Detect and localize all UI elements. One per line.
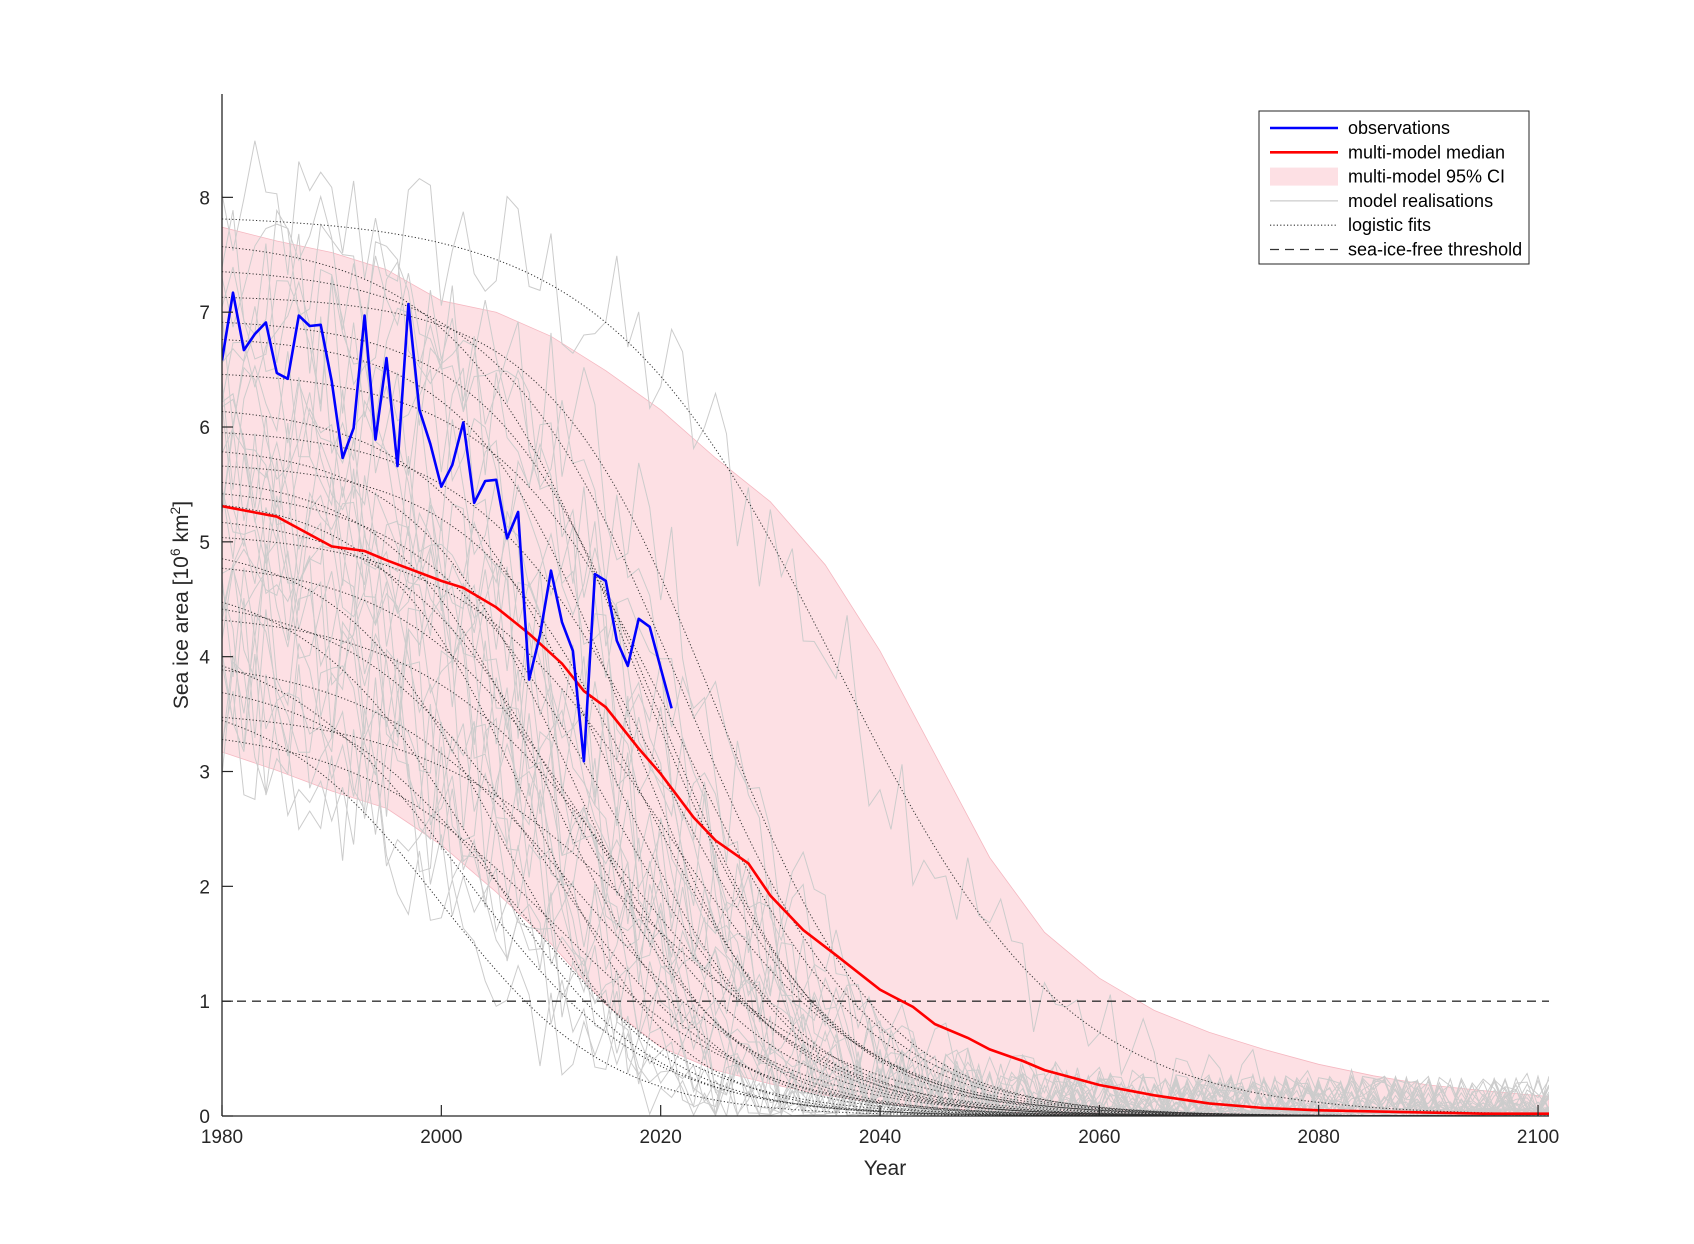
x-tick-label: 2060 [1078,1127,1120,1148]
y-tick-label: 1 [199,992,210,1013]
legend: observations multi-model median multi-mode… [1258,110,1530,265]
logistic-fit-line [222,521,1549,1116]
legend-box [1258,110,1530,265]
logistic-fit-line [222,481,1549,1116]
y-tick-label: 3 [199,763,210,784]
x-tick-label: 2080 [1298,1127,1340,1148]
y-tick-label: 2 [199,877,210,898]
model-realisation-line [222,366,1549,1116]
observations-line [222,291,673,763]
x-tick-label: 2040 [859,1127,901,1148]
ci-band [222,226,1549,1116]
model-realisation-line [222,548,1549,1116]
x-tick-label: 1980 [201,1127,243,1148]
x-tick-label: 2020 [640,1127,682,1148]
y-tick-label: 8 [199,188,210,209]
legend-swatch-ci [1270,167,1338,186]
legend-label: multi-model median [1348,142,1505,162]
logistic-fit-line [222,432,1549,1116]
logistic-fit-line [222,567,1549,1116]
logistic-fit-line [222,619,1549,1116]
logistic-fit-line [222,665,1549,1116]
x-tick-label: 2100 [1517,1127,1559,1148]
logistic-fit-line [222,716,1549,1116]
y-tick-label: 5 [199,533,210,554]
legend-label: sea-ice-free threshold [1348,240,1522,260]
x-ticks: 1980 2000 2020 2040 2060 2080 2100 [201,1105,1559,1148]
y-ticks: 0 1 2 3 4 5 6 7 8 [199,188,233,1128]
model-realisation-line [222,208,1549,1116]
logistic-fit-line [222,411,1549,1116]
legend-label: model realisations [1348,191,1493,211]
y-axis-label: Sea ice area [106 km2] [167,501,193,709]
legend-label: logistic fits [1348,215,1431,235]
logistic-fit-line [222,601,1549,1116]
logistic-fit-line [222,558,1549,1116]
model-realisation-line [222,598,1549,1116]
model-realisation-line [222,454,1549,1116]
model-realisation-line [222,507,1549,1116]
y-tick-label: 7 [199,303,210,324]
plot-area [222,140,1549,1116]
legend-label: multi-model 95% CI [1348,167,1505,187]
logistic-fit-line [222,296,1549,1116]
y-tick-label: 6 [199,418,210,439]
median-line [222,504,1549,1115]
legend-label: observations [1348,118,1450,138]
model-realisation-line [222,233,1549,1116]
y-tick-label: 0 [199,1107,210,1128]
logistic-fit-line [222,537,1549,1116]
axes: 1980 2000 2020 2040 2060 2080 2100 0 1 2 3 4 5 6 7 8 [199,94,1559,1148]
y-tick-label: 4 [199,648,210,669]
logistic-fit-line [222,720,1549,1116]
x-tick-label: 2000 [420,1127,462,1148]
x-axis-label: Year [864,1157,906,1180]
model-realisation-line [222,403,1549,1116]
